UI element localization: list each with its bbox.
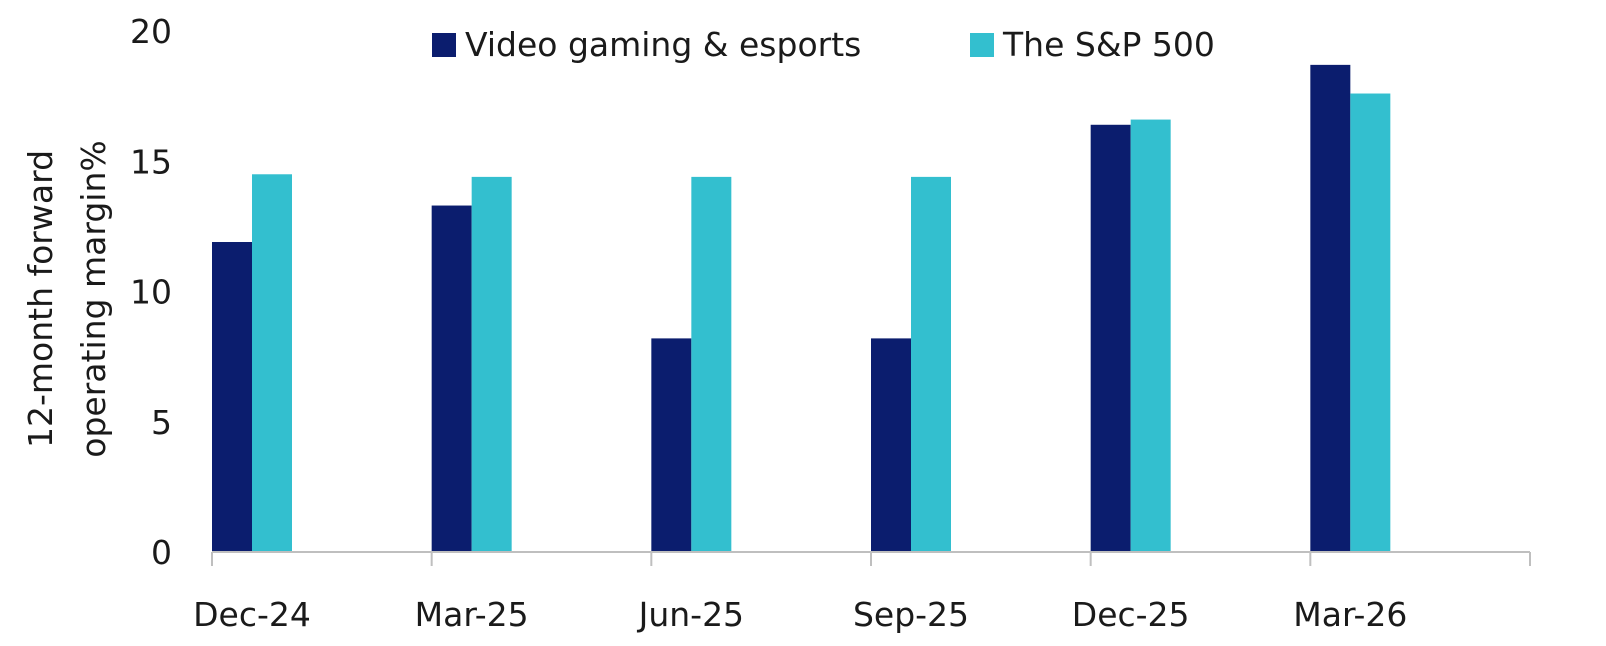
x-axis: Dec-24 Mar-25 Jun-25 Sep-25 Dec-25 Mar-26 — [193, 551, 1531, 634]
x-tick-label: Dec-25 — [1072, 595, 1190, 634]
legend: Video gaming & esports The S&P 500 — [432, 25, 1215, 64]
x-tick-label: Jun-25 — [637, 595, 744, 634]
bar-sp500-jun-25 — [691, 176, 732, 552]
x-tick-label: Sep-25 — [853, 595, 969, 634]
x-tick-label: Mar-26 — [1293, 595, 1407, 634]
bar-video-gaming-dec-25 — [1090, 124, 1131, 552]
y-axis-ticks: 0 5 10 15 20 — [130, 12, 172, 572]
legend-swatch-sp500 — [970, 33, 994, 57]
y-tick-label: 20 — [130, 12, 172, 51]
bar-video-gaming-dec-24 — [212, 242, 252, 552]
bar-sp500-mar-26 — [1350, 93, 1391, 553]
bar-sp500-dec-25 — [1130, 119, 1171, 552]
y-tick-label: 15 — [130, 142, 172, 181]
y-tick-label: 0 — [151, 533, 172, 572]
bar-video-gaming-sep-25 — [871, 338, 911, 552]
bar-video-gaming-mar-25 — [431, 205, 472, 552]
y-axis-title-line-1: 12-month forward — [21, 150, 60, 448]
x-tick-label: Dec-24 — [193, 595, 311, 634]
bar-sp500-sep-25 — [911, 176, 951, 552]
legend-swatch-video-gaming — [432, 33, 456, 57]
legend-label-sp500: The S&P 500 — [1002, 25, 1215, 64]
bar-sp500-mar-25 — [471, 176, 512, 552]
y-axis-title-line-2: operating margin% — [74, 140, 113, 457]
bar-sp500-dec-24 — [252, 174, 292, 552]
x-tick-label: Mar-25 — [415, 595, 529, 634]
bars — [212, 64, 1391, 553]
bar-video-gaming-jun-25 — [651, 338, 692, 552]
legend-label-video-gaming: Video gaming & esports — [465, 25, 861, 64]
y-tick-label: 10 — [130, 273, 172, 312]
bar-video-gaming-mar-26 — [1310, 64, 1351, 553]
y-tick-label: 5 — [151, 403, 172, 442]
